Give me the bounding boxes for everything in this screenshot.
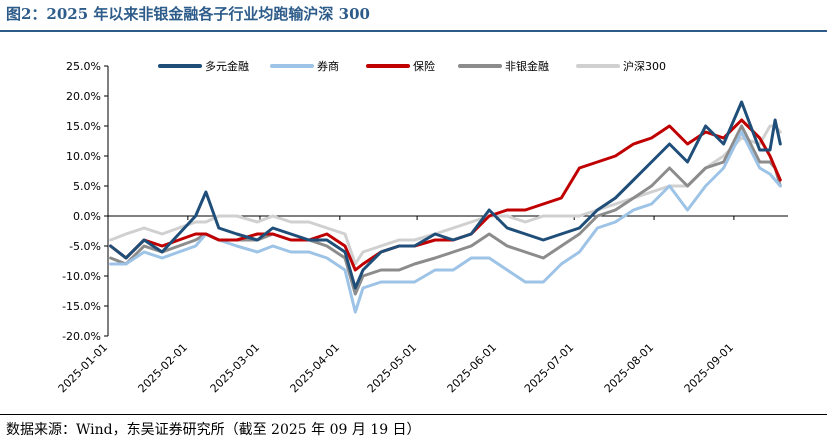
y-tick-label: 5.0%: [73, 180, 101, 193]
x-tick-label: 2025-09-01: [682, 341, 736, 395]
y-tick-label: 25.0%: [66, 60, 101, 73]
legend-label: 多元金融: [205, 59, 249, 73]
title-rule: [0, 30, 827, 32]
y-tick-label: 10.0%: [66, 150, 101, 163]
x-tick-label: 2025-08-01: [602, 341, 656, 395]
legend: 多元金融 券商 保险 非银金融 沪深300: [158, 59, 666, 73]
series-line: [109, 118, 782, 272]
legend-label: 沪深300: [623, 59, 666, 73]
series-line: [109, 130, 782, 314]
x-tick-label: 2025-06-01: [445, 341, 499, 395]
source-note: 数据来源：Wind，东吴证券研究所（截至 2025 年 09 月 19 日）: [6, 422, 421, 438]
source-rule: [0, 414, 827, 415]
x-tick-label: 2025-01-01: [56, 341, 110, 395]
y-tick-label: -15.0%: [62, 300, 101, 313]
x-tick-label: 2025-02-01: [136, 341, 190, 395]
series-line: [109, 100, 782, 290]
legend-label: 券商: [317, 59, 339, 73]
figure-title: 图2：2025 年以来非银金融各子行业均跑输沪深 300: [6, 5, 370, 23]
x-tick-label: 2025-05-01: [365, 341, 419, 395]
x-tick-label: 2025-07-01: [522, 341, 576, 395]
y-tick-label: 0.0%: [73, 210, 101, 223]
line-chart: 25.0% 20.0% 15.0% 10.0% 5.0% 0.0% -5.0% -10.0% -…: [56, 59, 788, 395]
series-line: [109, 124, 782, 266]
y-tick-label: 20.0%: [66, 90, 101, 103]
axes: 25.0% 20.0% 15.0% 10.0% 5.0% 0.0% -5.0% -10.0% -…: [56, 60, 788, 395]
y-tick-label: -20.0%: [62, 330, 101, 343]
y-tick-label: -5.0%: [69, 240, 101, 253]
y-tick-label: 15.0%: [66, 120, 101, 133]
legend-label: 非银金融: [505, 59, 549, 73]
legend-label: 保险: [413, 59, 435, 73]
x-tick-label: 2025-03-01: [208, 341, 262, 395]
x-tick-label: 2025-04-01: [288, 341, 342, 395]
y-tick-label: -10.0%: [62, 270, 101, 283]
series-layer: [109, 100, 782, 314]
